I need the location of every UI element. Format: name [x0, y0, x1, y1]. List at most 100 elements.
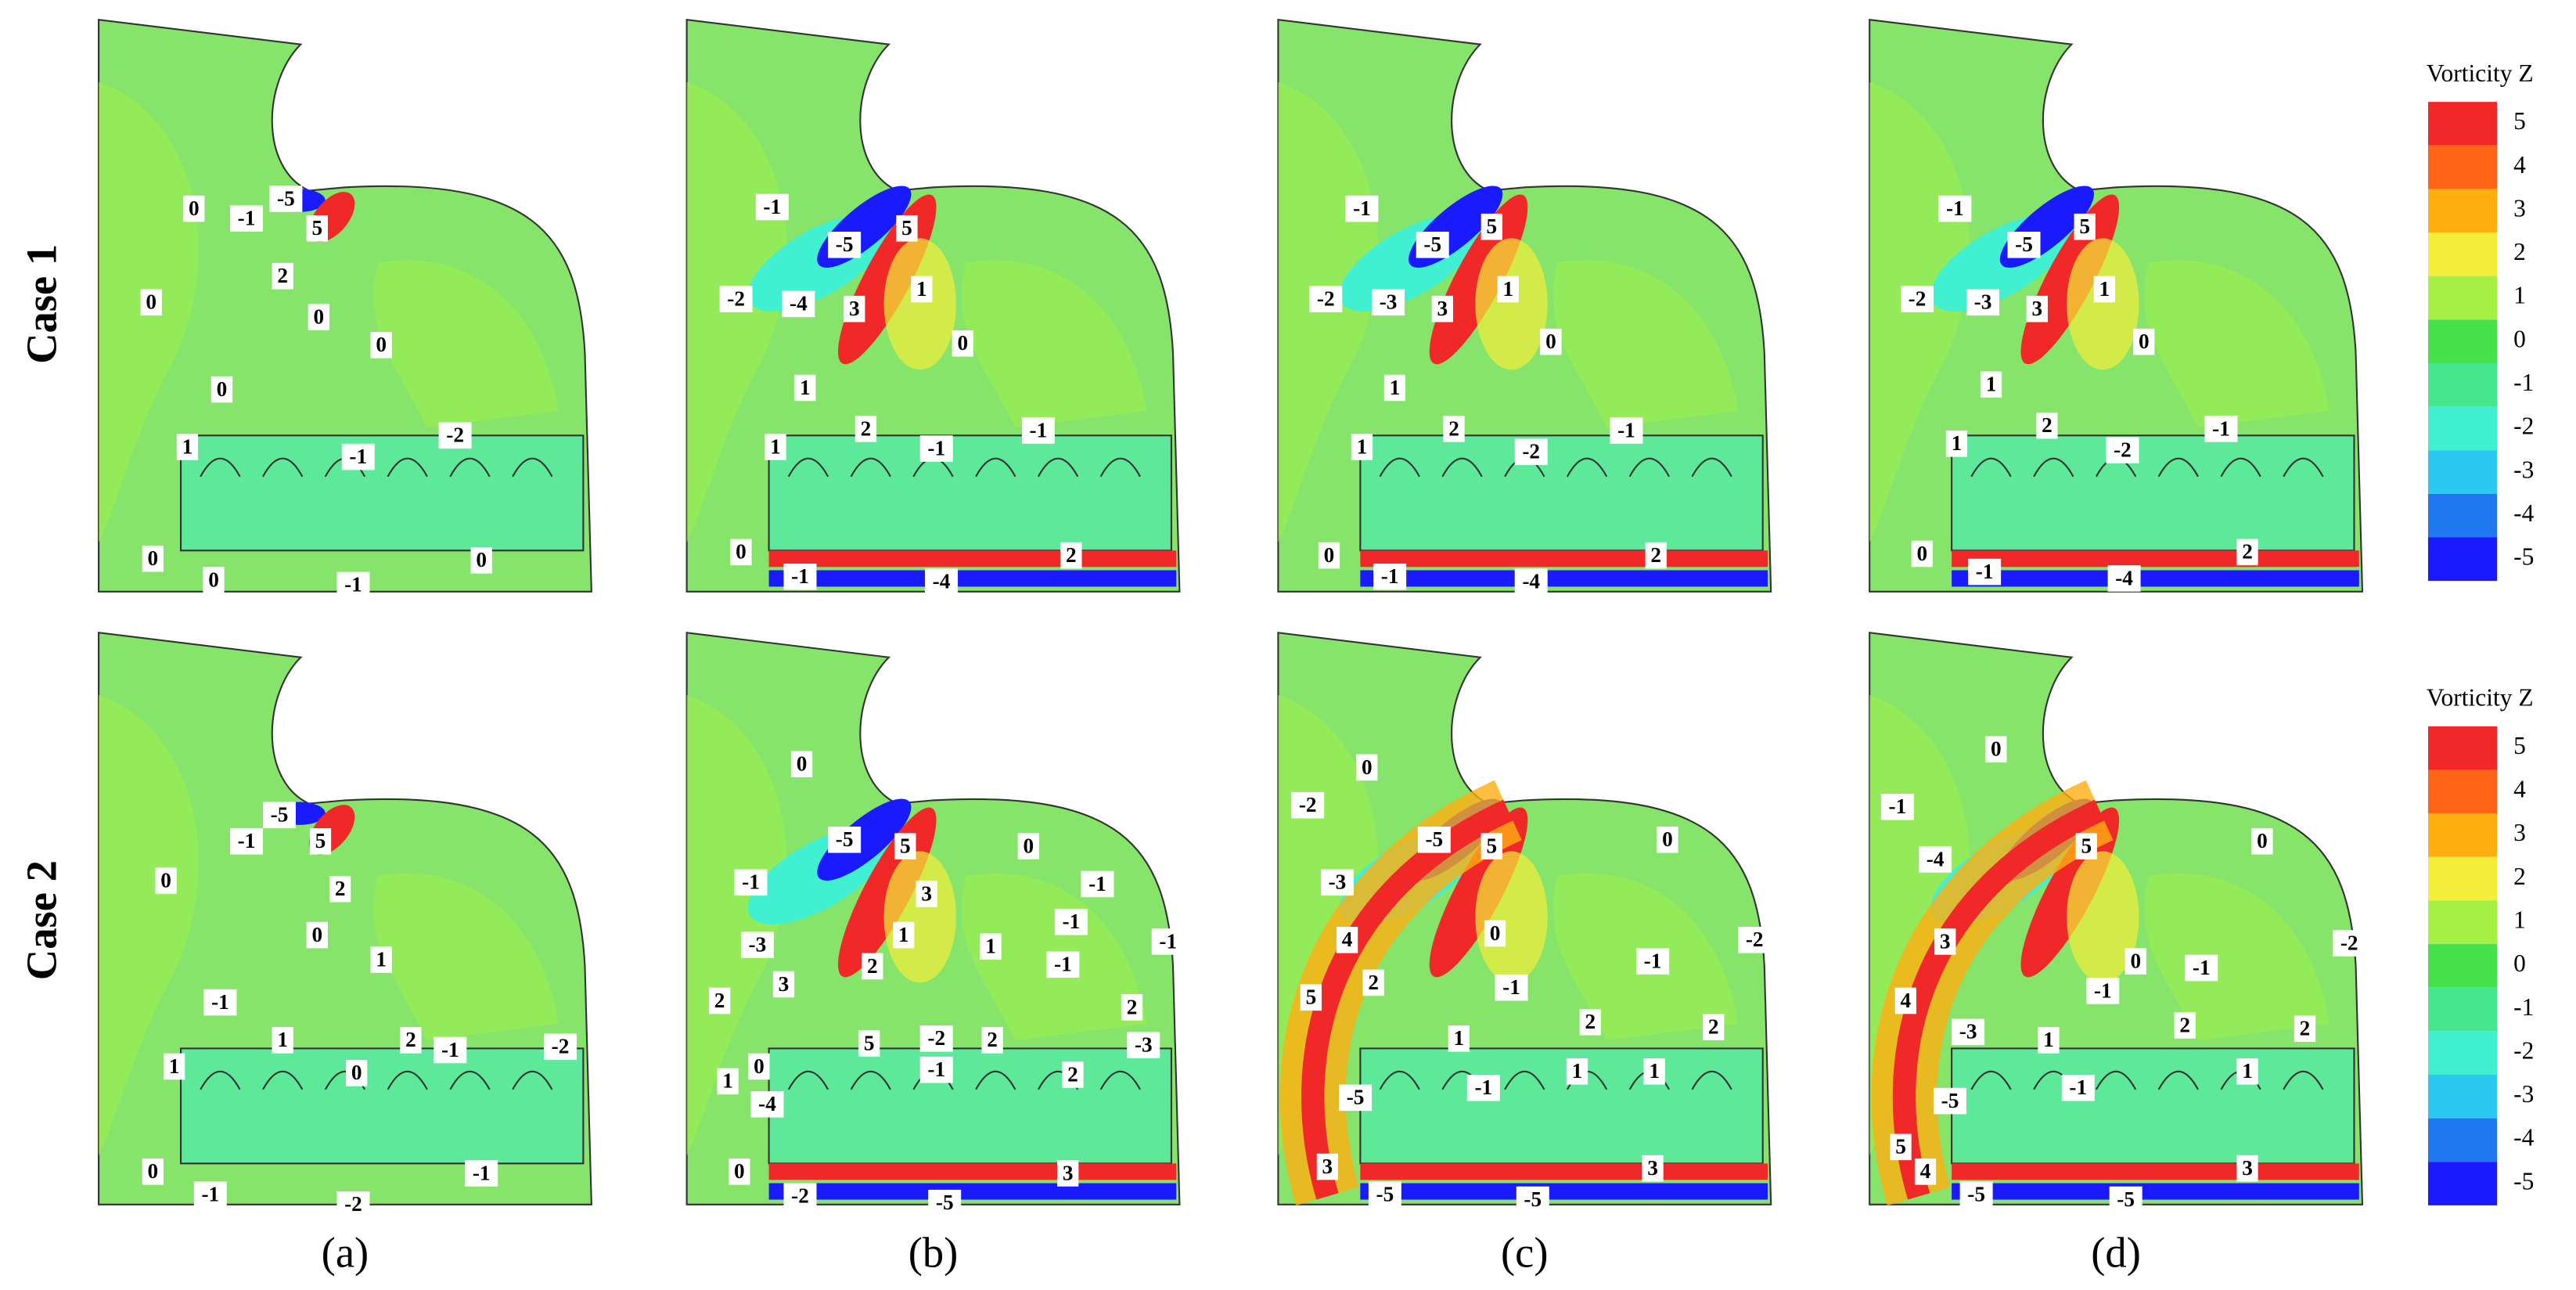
contour-label: -1 [1617, 418, 1635, 441]
contour-label-box [2106, 437, 2139, 464]
contour-label: 3 [1322, 1155, 1333, 1178]
contour-label-box [1057, 1160, 1079, 1187]
contour-label: -1 [1353, 196, 1371, 220]
contour-label: 0 [2130, 949, 2141, 972]
bogie-outline [1628, 457, 1670, 477]
legend-tick-label: 0 [2513, 325, 2526, 352]
contour-label: -5 [1425, 827, 1443, 851]
contour-label-box [1894, 987, 1917, 1014]
contour-label: 1 [1502, 277, 1513, 301]
legend-swatch [2427, 493, 2498, 538]
contour-label-box [2093, 276, 2116, 303]
contour-label-box [2236, 1155, 2258, 1182]
contour-label-box [434, 1036, 467, 1064]
legend-title: Vorticity Z [2427, 59, 2534, 87]
bogie-outline [262, 457, 304, 477]
contour-label: 5 [311, 216, 322, 240]
contour-label: 0 [1023, 834, 1034, 858]
legend-tick-label: -5 [2513, 543, 2534, 571]
contour-label-box [1938, 195, 1972, 222]
contour-label: -5 [1423, 232, 1441, 256]
car-body [1951, 1047, 2355, 1165]
bogie-outline [787, 1070, 829, 1090]
legend-swatch [2427, 769, 2498, 814]
legend-swatch [2427, 537, 2498, 582]
contour-label-box [438, 422, 472, 449]
contour-label: -5 [836, 827, 854, 851]
bogie-outline [787, 457, 829, 477]
contour-label-box [1703, 1014, 1725, 1040]
contour-label: -5 [271, 803, 289, 827]
contour-label: 2 [1067, 1062, 1078, 1086]
bogie-outline [262, 1070, 304, 1090]
contour-label-box [1373, 564, 1407, 590]
contour-label: 0 [1662, 827, 1673, 851]
legend-swatch [2427, 406, 2498, 451]
contour-label: -2 [2340, 931, 2358, 954]
contour-label-box [1945, 431, 1968, 457]
legend-swatch [2427, 1162, 2498, 1205]
contour-panel [1869, 19, 2364, 593]
contour-label-box [1643, 1058, 1665, 1085]
contour-label: -1 [349, 445, 367, 468]
legend-tick-label: -1 [2513, 369, 2534, 396]
contour-label-box [1336, 927, 1358, 953]
contour-label: -2 [1317, 286, 1335, 310]
contour-label-box [896, 215, 918, 242]
contour-label: 1 [1454, 1026, 1465, 1050]
contour-label-box [2124, 948, 2146, 975]
contour-panel [98, 632, 592, 1205]
contour-label: 0 [189, 196, 200, 220]
contour-label: 1 [2099, 277, 2110, 301]
legend-swatch [2427, 726, 2498, 770]
bogie-outline [1691, 1070, 1732, 1090]
contour-label-box [470, 547, 492, 574]
contour-label: -1 [1054, 953, 1072, 976]
contour-label-box [1316, 1153, 1339, 1180]
contour-region [961, 260, 1147, 427]
contour-label-box [210, 376, 233, 403]
contour-label-box [1645, 542, 1667, 569]
contour-label: 0 [148, 546, 159, 570]
legend-tick-label: 2 [2513, 863, 2526, 890]
bogie-outline [2220, 457, 2261, 477]
contour-label: 2 [861, 416, 872, 440]
contour-label: 0 [351, 1061, 362, 1084]
contour-label: -1 [441, 1038, 459, 1061]
contour-label: 0 [736, 540, 747, 564]
contour-label-box [919, 435, 953, 462]
contour-label: 3 [849, 297, 860, 320]
contour-label-box [2075, 833, 2097, 859]
bogie-outline [512, 1070, 553, 1090]
contour-label: -1 [238, 829, 256, 852]
contour-label: -5 [2117, 1187, 2135, 1211]
legend-swatch [2427, 189, 2498, 233]
contour-label-box [1934, 928, 1956, 955]
contour-label-box [708, 987, 731, 1014]
contour-label-box [2038, 1027, 2060, 1054]
contour-label: -5 [836, 232, 854, 256]
contour-label-box [1514, 438, 1548, 466]
panel-label: (a) [322, 1229, 369, 1277]
contour-label: 1 [1952, 431, 1963, 455]
contour-label-box [1151, 928, 1185, 955]
contour-label-box [1017, 833, 1039, 859]
contour-label-box [1890, 1133, 1912, 1161]
car-body [768, 1047, 1172, 1165]
legend-tick-label: 1 [2513, 282, 2526, 309]
contour-label: -1 [2212, 416, 2230, 440]
car-body [1359, 434, 1764, 552]
contour-label: 2 [1066, 543, 1077, 567]
legend-tick-label: 0 [2513, 949, 2526, 977]
contour-label: 0 [1324, 543, 1335, 567]
contour-label: 1 [2043, 1028, 2054, 1051]
row-label: Case 2 [17, 860, 65, 980]
contour-label-box [2236, 1058, 2258, 1085]
contour-label: 1 [1649, 1059, 1660, 1083]
contour-label: 0 [311, 923, 322, 946]
contour-label: 1 [770, 434, 781, 458]
contour-label: 0 [1991, 737, 2002, 761]
contour-label-box [306, 921, 328, 949]
contour-label: 1 [985, 935, 996, 958]
